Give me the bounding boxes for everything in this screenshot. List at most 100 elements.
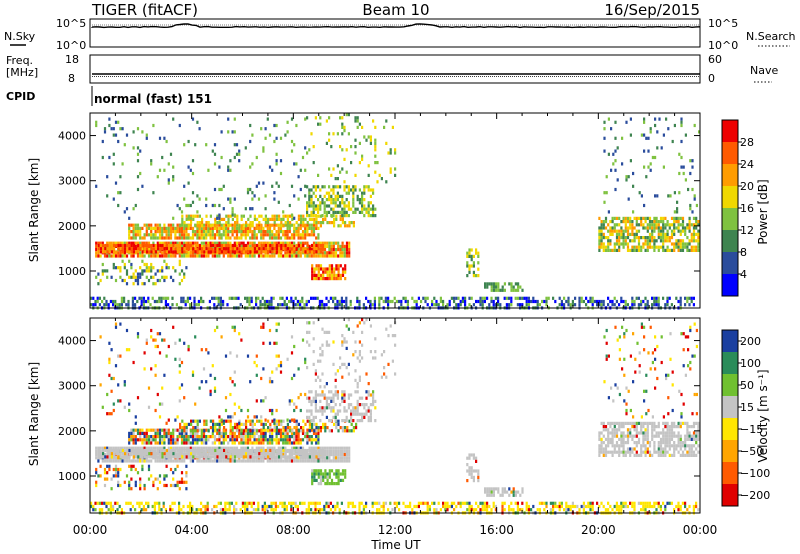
range-gate-cell	[110, 459, 113, 463]
range-gate-cell	[225, 455, 228, 459]
range-gate-cell	[345, 409, 348, 413]
range-gate-cell	[486, 285, 489, 289]
range-gate-cell	[128, 223, 131, 227]
range-gate-cell	[277, 431, 280, 435]
range-gate-cell	[141, 446, 144, 450]
range-gate-cell	[159, 455, 162, 459]
range-gate-cell	[297, 422, 300, 426]
range-gate-cell	[110, 275, 113, 279]
range-gate-cell	[231, 207, 234, 211]
range-gate-cell	[156, 477, 159, 481]
range-gate-cell	[325, 210, 328, 214]
range-gate-cell	[101, 446, 104, 450]
range-gate-cell	[688, 223, 691, 227]
range-gate-cell	[157, 452, 160, 456]
range-gate-cell	[387, 151, 390, 155]
range-gate-cell	[238, 226, 241, 230]
range-gate-cell	[656, 130, 659, 134]
range-gate-cell	[328, 270, 331, 274]
range-gate-cell	[174, 357, 177, 361]
range-gate-cell	[212, 243, 215, 248]
range-gate-cell	[348, 419, 351, 423]
range-gate-cell	[615, 248, 619, 252]
range-gate-cell	[268, 233, 272, 237]
range-gate-cell	[269, 217, 272, 221]
range-gate-cell	[417, 296, 420, 300]
range-gate-cell	[310, 254, 313, 258]
range-gate-cell	[334, 419, 337, 423]
range-gate-cell	[130, 477, 133, 481]
range-gate-cell	[293, 426, 296, 430]
range-gate-cell	[317, 426, 320, 430]
range-gate-cell	[461, 299, 464, 304]
range-gate-cell	[246, 254, 250, 258]
range-gate-cell	[313, 475, 316, 479]
range-gate-cell	[143, 250, 146, 254]
range-gate-cell	[229, 351, 232, 355]
range-gate-cell	[304, 233, 307, 237]
range-gate-cell	[591, 296, 594, 300]
range-gate-cell	[205, 455, 208, 459]
range-gate-cell	[150, 435, 153, 439]
range-gate-cell	[150, 243, 153, 248]
range-gate-cell	[189, 435, 192, 439]
range-gate-cell	[306, 223, 309, 227]
range-gate-cell	[668, 239, 671, 243]
range-gate-cell	[200, 241, 203, 245]
range-gate-cell	[154, 226, 157, 230]
range-gate-cell	[328, 221, 331, 225]
range-gate-cell	[321, 299, 324, 304]
range-gate-cell	[112, 408, 115, 413]
range-gate-cell	[613, 223, 616, 227]
range-gate-cell	[651, 303, 654, 307]
range-gate-cell	[288, 435, 291, 439]
range-gate-cell	[108, 467, 111, 472]
range-gate-cell	[194, 214, 197, 218]
range-gate-cell	[367, 409, 370, 413]
range-gate-cell	[222, 421, 225, 425]
range-gate-cell	[256, 448, 259, 453]
range-gate-cell	[181, 448, 184, 453]
range-gate-cell	[97, 459, 100, 463]
range-gate-cell	[180, 446, 184, 450]
range-gate-cell	[610, 168, 613, 172]
range-gate-cell	[236, 429, 239, 433]
range-gate-cell	[275, 223, 278, 227]
range-gate-cell	[341, 399, 344, 403]
range-gate-cell	[363, 198, 366, 202]
range-gate-cell	[258, 448, 261, 453]
range-gate-cell	[191, 117, 195, 121]
range-gate-cell	[289, 419, 292, 423]
range-gate-cell	[112, 303, 115, 307]
range-gate-cell	[466, 254, 469, 258]
range-gate-cell	[340, 296, 343, 300]
range-gate-cell	[328, 132, 331, 136]
range-gate-cell	[134, 296, 137, 300]
range-gate-cell	[455, 303, 458, 307]
range-gate-cell	[278, 429, 281, 433]
range-gate-cell	[95, 254, 98, 258]
range-gate-cell	[457, 296, 460, 300]
range-gate-cell	[240, 422, 243, 426]
range-gate-cell	[205, 250, 208, 254]
range-gate-cell	[324, 217, 327, 221]
range-gate-cell	[519, 296, 522, 300]
range-gate-cell	[266, 299, 269, 304]
range-gate-cell	[338, 303, 341, 307]
range-gate-cell	[315, 446, 318, 450]
range-gate-cell	[139, 241, 142, 245]
range-gate-cell	[216, 422, 219, 426]
range-gate-cell	[470, 264, 473, 268]
range-gate-cell	[165, 247, 168, 251]
range-gate-cell	[385, 119, 388, 123]
range-gate-cell	[220, 431, 223, 435]
range-gate-cell	[170, 455, 173, 459]
range-gate-cell	[229, 426, 232, 430]
range-gate-cell	[308, 250, 311, 254]
range-gate-cell	[348, 248, 351, 252]
range-gate-cell	[310, 194, 313, 198]
range-gate-cell	[152, 123, 155, 128]
range-gate-cell	[659, 229, 663, 233]
range-gate-cell	[688, 220, 691, 224]
range-gate-cell	[640, 216, 643, 220]
